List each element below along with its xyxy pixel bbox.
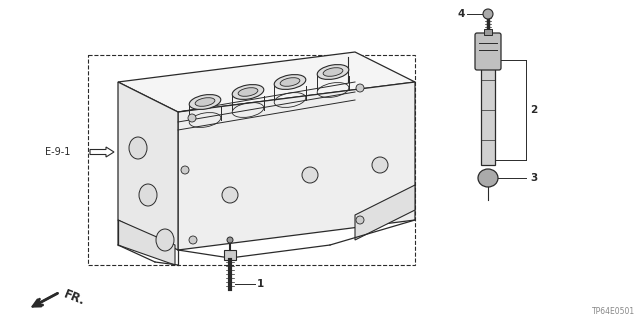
Polygon shape [355, 185, 415, 240]
Text: TP64E0501: TP64E0501 [592, 307, 635, 316]
Text: FR.: FR. [62, 288, 87, 308]
Circle shape [222, 187, 238, 203]
Ellipse shape [478, 169, 498, 187]
Ellipse shape [189, 94, 221, 109]
Polygon shape [118, 220, 175, 265]
Text: 3: 3 [530, 173, 537, 183]
Bar [481, 55, 495, 165]
Ellipse shape [232, 85, 264, 100]
Circle shape [302, 167, 318, 183]
Circle shape [227, 237, 233, 243]
Ellipse shape [274, 75, 306, 89]
Text: 2: 2 [530, 105, 537, 115]
Circle shape [189, 236, 197, 244]
Circle shape [356, 216, 364, 224]
Circle shape [181, 166, 189, 174]
Bar [88, 55, 415, 265]
Circle shape [188, 114, 196, 122]
Polygon shape [118, 52, 415, 112]
Text: E-9-1: E-9-1 [45, 147, 70, 157]
Bar [224, 250, 236, 260]
Ellipse shape [280, 78, 300, 86]
Circle shape [372, 157, 388, 173]
Ellipse shape [238, 88, 258, 96]
Text: 1: 1 [257, 279, 264, 289]
Ellipse shape [317, 64, 349, 79]
Ellipse shape [139, 184, 157, 206]
Bar [484, 29, 492, 35]
Ellipse shape [195, 98, 215, 106]
Ellipse shape [129, 137, 147, 159]
FancyBboxPatch shape [475, 33, 501, 70]
Polygon shape [178, 82, 415, 250]
Circle shape [483, 9, 493, 19]
Ellipse shape [323, 68, 343, 76]
Circle shape [356, 84, 364, 92]
Text: 4: 4 [458, 9, 465, 19]
Ellipse shape [156, 229, 174, 251]
Polygon shape [118, 82, 178, 250]
FancyArrow shape [90, 147, 114, 157]
